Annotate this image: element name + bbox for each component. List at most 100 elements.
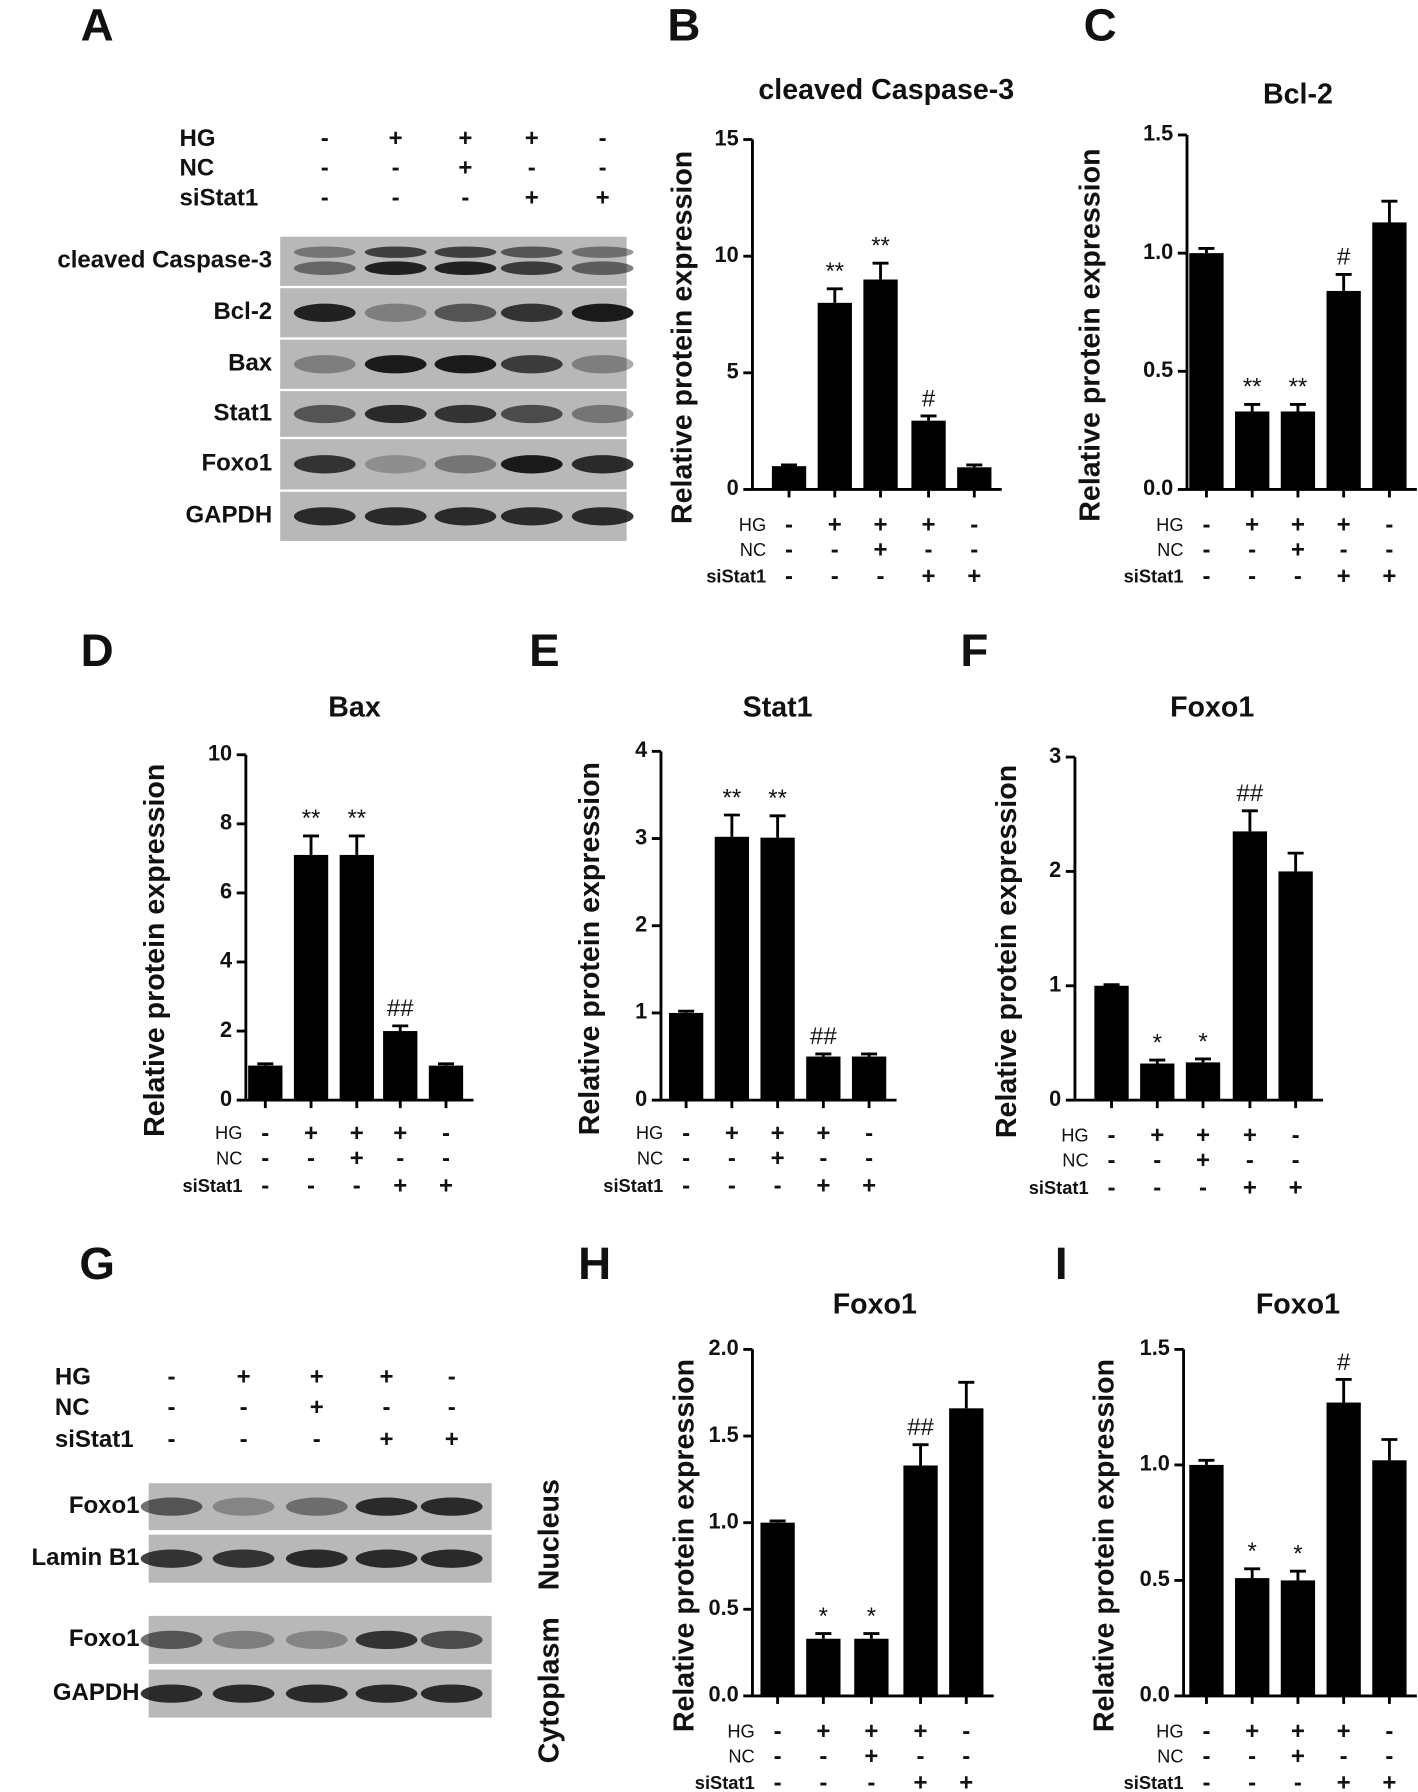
- condition-sign: +: [1245, 511, 1259, 538]
- blot-band: [293, 455, 356, 474]
- condition-sign: -: [1108, 1147, 1116, 1174]
- y-tick-label: 4: [220, 948, 232, 973]
- condition-sign: +: [393, 1120, 407, 1147]
- condition-label: HG: [1156, 1720, 1183, 1741]
- condition-label: HG: [636, 1122, 663, 1143]
- condition-sign: +: [380, 1363, 394, 1390]
- blot-band: [364, 507, 427, 526]
- y-tick-label: 2: [1049, 857, 1061, 882]
- significance-label: *: [1153, 1029, 1162, 1056]
- condition-sign: -: [1202, 1718, 1210, 1745]
- condition-sign: -: [321, 184, 329, 211]
- significance-label: **: [768, 785, 787, 812]
- significance-label: **: [1289, 374, 1308, 401]
- chart-title: Foxo1: [833, 1289, 917, 1321]
- condition-sign: -: [1385, 1718, 1393, 1745]
- condition-label: siStat1: [1124, 1772, 1184, 1792]
- bar: [760, 1522, 795, 1696]
- condition-sign: +: [304, 1120, 318, 1147]
- condition-sign: -: [1153, 1175, 1161, 1202]
- condition-sign: +: [525, 125, 539, 152]
- bar: [1280, 411, 1316, 490]
- y-tick-label: 8: [220, 810, 232, 835]
- chart-title: Foxo1: [1256, 1289, 1340, 1321]
- condition-label: NC: [180, 155, 215, 182]
- condition-sign: +: [1291, 511, 1305, 538]
- bar: [1278, 871, 1313, 1101]
- condition-sign: -: [1385, 511, 1393, 538]
- condition-sign: -: [396, 1145, 404, 1172]
- condition-label: HG: [215, 1122, 242, 1143]
- condition-sign: -: [1292, 1147, 1300, 1174]
- condition-sign: -: [970, 537, 978, 564]
- fraction-label: Cytoplasm: [534, 1617, 566, 1763]
- condition-sign: -: [168, 1394, 176, 1421]
- condition-sign: -: [442, 1120, 450, 1147]
- condition-label: NC: [637, 1147, 663, 1168]
- bar: [851, 1056, 887, 1101]
- condition-sign: +: [458, 125, 472, 152]
- condition-sign: -: [785, 563, 793, 590]
- condition-sign: -: [261, 1145, 269, 1172]
- condition-sign: +: [237, 1363, 251, 1390]
- bar: [668, 1012, 704, 1101]
- condition-sign: +: [959, 1769, 973, 1792]
- condition-sign: +: [393, 1172, 407, 1199]
- significance-label: *: [1248, 1538, 1257, 1565]
- y-tick-label: 0: [1049, 1086, 1061, 1111]
- condition-label: NC: [1157, 539, 1183, 560]
- condition-sign: +: [1243, 1122, 1257, 1149]
- condition-label: siStat1: [695, 1772, 755, 1792]
- blot-row-label: cleaved Caspase-3: [57, 247, 272, 274]
- condition-sign: -: [461, 184, 469, 211]
- bar: [1189, 253, 1224, 490]
- condition-sign: -: [728, 1172, 736, 1199]
- panel-label: I: [1055, 1238, 1068, 1289]
- blot-band: [500, 303, 563, 322]
- condition-sign: +: [1337, 563, 1351, 590]
- condition-sign: +: [445, 1426, 459, 1453]
- blot-band: [355, 1684, 418, 1703]
- condition-sign: +: [1337, 1718, 1351, 1745]
- condition-sign: +: [922, 563, 936, 590]
- blot-band: [293, 507, 356, 526]
- y-tick-label: 1: [635, 999, 647, 1024]
- condition-sign: -: [1292, 1122, 1300, 1149]
- bar: [1232, 831, 1268, 1101]
- condition-label: NC: [55, 1394, 90, 1421]
- chart-title: Bcl-2: [1263, 79, 1333, 111]
- condition-sign: -: [448, 1394, 456, 1421]
- blot-row-label: Bcl-2: [213, 298, 272, 325]
- condition-label: NC: [1062, 1150, 1088, 1171]
- condition-sign: -: [970, 511, 978, 538]
- condition-sign: -: [819, 1743, 827, 1770]
- condition-label: NC: [216, 1147, 242, 1168]
- blot-band: [500, 261, 563, 276]
- y-tick-label: 0: [635, 1086, 647, 1111]
- bar: [1140, 1063, 1175, 1101]
- blot-band: [500, 246, 563, 258]
- condition-sign: -: [774, 1718, 782, 1745]
- y-tick-label: 1.5: [1140, 1335, 1170, 1360]
- chart-title: Stat1: [743, 692, 813, 724]
- condition-sign: +: [1243, 1175, 1257, 1202]
- panel-label: B: [667, 0, 700, 51]
- y-axis-label: Relative protein expression: [991, 765, 1023, 1138]
- condition-label: siStat1: [1029, 1177, 1089, 1198]
- blot-band: [571, 455, 634, 474]
- blot-band: [434, 355, 497, 374]
- y-tick-label: 1.0: [1140, 1451, 1170, 1476]
- chart-title: Bax: [328, 692, 381, 724]
- condition-sign: +: [864, 1743, 878, 1770]
- y-tick-label: 1.5: [1143, 121, 1173, 146]
- condition-sign: +: [1382, 563, 1396, 590]
- condition-label: siStat1: [603, 1175, 663, 1196]
- condition-sign: -: [321, 125, 329, 152]
- condition-sign: -: [321, 155, 329, 182]
- condition-sign: +: [350, 1120, 364, 1147]
- blot-band: [140, 1684, 203, 1703]
- condition-sign: -: [1340, 537, 1348, 564]
- condition-sign: -: [240, 1394, 248, 1421]
- bar: [903, 1465, 938, 1696]
- y-axis-label: Relative protein expression: [139, 764, 171, 1137]
